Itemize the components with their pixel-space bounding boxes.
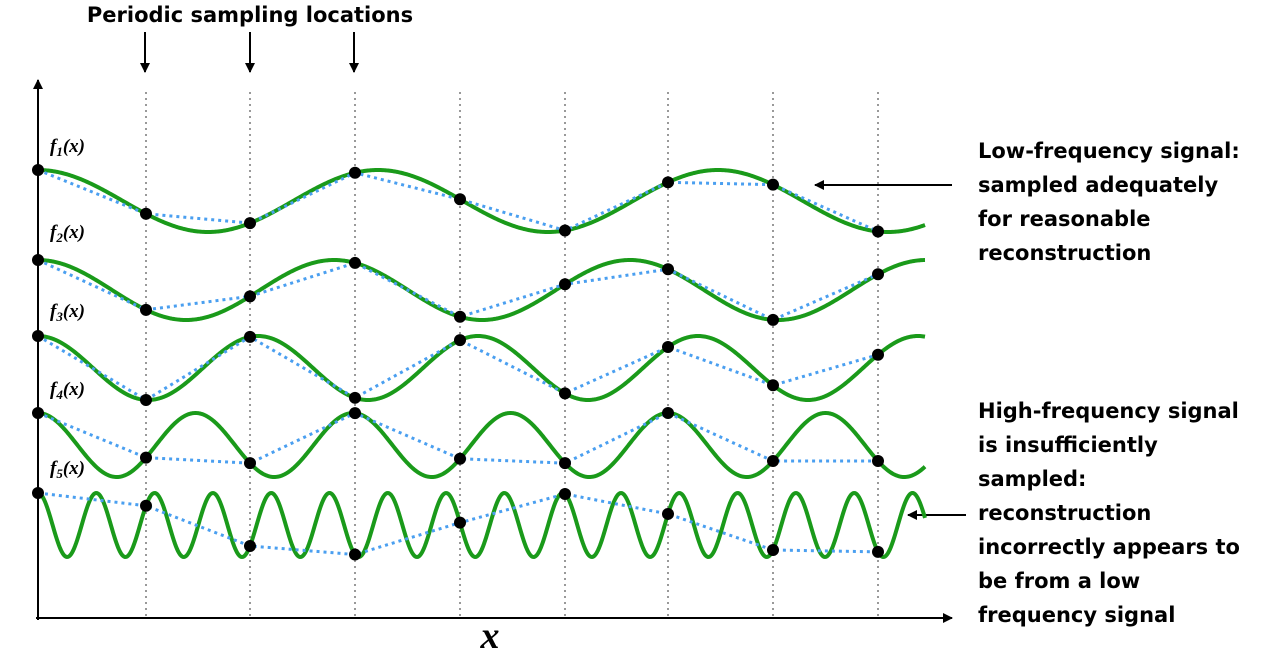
signal-curve <box>37 410 927 480</box>
sample-point <box>349 407 361 420</box>
sample-point <box>454 516 466 529</box>
signal-arg: (x) <box>63 136 85 157</box>
sample-point <box>32 254 44 266</box>
sample-point <box>349 548 361 561</box>
sample-point <box>559 457 571 470</box>
sample-point <box>454 452 466 465</box>
sample-point <box>454 334 466 347</box>
signal-label: f3(x) <box>50 301 85 324</box>
signal-name: f <box>50 136 58 157</box>
signal-subscript: 5 <box>56 466 63 481</box>
sampling-lines <box>145 92 879 616</box>
annotation-line: frequency signal <box>978 603 1175 627</box>
sample-point <box>559 278 571 291</box>
signals: f1(x)f2(x)f3(x)f4(x)f5(x) <box>32 136 927 561</box>
sample-point <box>244 290 256 303</box>
signal-label: f1(x) <box>50 136 85 159</box>
sample-point <box>559 487 571 500</box>
sample-point <box>32 487 44 499</box>
sample-point <box>662 341 674 354</box>
reconstruction <box>37 334 879 402</box>
sample-point <box>244 217 256 230</box>
sample-point <box>32 164 44 176</box>
signal-curve <box>37 167 926 235</box>
sample-point <box>140 451 152 464</box>
sample-point <box>662 176 674 189</box>
sample-point <box>140 393 152 406</box>
reconstruction <box>37 258 879 322</box>
sample-point <box>767 379 779 392</box>
sample-point <box>767 313 779 326</box>
signal-arg: (x) <box>63 458 85 479</box>
sample-point <box>140 499 152 512</box>
sample-point <box>662 407 674 419</box>
sample-point <box>32 407 44 419</box>
sample-point <box>872 225 884 238</box>
signal-arg: (x) <box>63 222 85 243</box>
signal-label: f5(x) <box>50 458 85 481</box>
signal-curve <box>37 333 926 403</box>
sample-point <box>767 544 779 557</box>
signal-curve <box>37 490 927 560</box>
annotations: Low-frequency signal: sampled adequately f… <box>978 139 1240 627</box>
annotation-line: Low-frequency signal: <box>978 139 1240 163</box>
sample-point <box>559 224 571 237</box>
signal-name: f <box>50 222 58 243</box>
title: Periodic sampling locations <box>87 3 413 27</box>
sample-point <box>32 330 44 342</box>
sample-point <box>349 391 361 404</box>
annotation-line: sampled adequately <box>978 173 1218 197</box>
signal-subscript: 4 <box>55 387 63 402</box>
sample-point <box>454 310 466 323</box>
annotation-line: is insufficiently <box>978 433 1158 457</box>
sample-point <box>454 193 466 206</box>
sample-point <box>872 455 884 467</box>
annotation-line: reconstruction <box>978 241 1151 265</box>
sample-point <box>140 303 152 316</box>
signal-name: f <box>50 458 58 479</box>
sample-point <box>662 507 674 520</box>
annotation-line: High-frequency signal <box>978 399 1239 423</box>
annotation-line: reconstruction <box>978 501 1151 525</box>
signal-subscript: 1 <box>56 144 63 159</box>
sample-point <box>872 268 884 281</box>
sample-point <box>349 256 361 269</box>
signal-label: f4(x) <box>50 379 85 402</box>
signal-label: f2(x) <box>50 222 85 245</box>
signal-name: f <box>50 379 58 400</box>
annotation-line: sampled: <box>978 467 1086 491</box>
sample-point <box>349 166 361 179</box>
annotation-line: for reasonable <box>978 207 1151 231</box>
sample-point <box>140 207 152 220</box>
sample-point <box>662 263 674 276</box>
signal-arg: (x) <box>63 379 85 400</box>
signal-subscript: 2 <box>55 230 63 245</box>
x-axis-label: x <box>480 615 500 657</box>
sample-point <box>244 330 256 343</box>
sample-point <box>244 457 256 470</box>
sample-point <box>767 178 779 191</box>
sample-point <box>872 348 884 361</box>
annotation-line: be from a low <box>978 569 1140 593</box>
sample-point <box>559 387 571 400</box>
signal-name: f <box>50 301 58 322</box>
sample-point <box>767 455 779 467</box>
sample-point <box>244 539 256 552</box>
signal-subscript: 3 <box>55 309 63 324</box>
signal-arg: (x) <box>63 301 85 322</box>
annotation-line: incorrectly appears to <box>978 535 1240 559</box>
signal-curve <box>37 257 926 323</box>
sample-point <box>872 545 884 558</box>
